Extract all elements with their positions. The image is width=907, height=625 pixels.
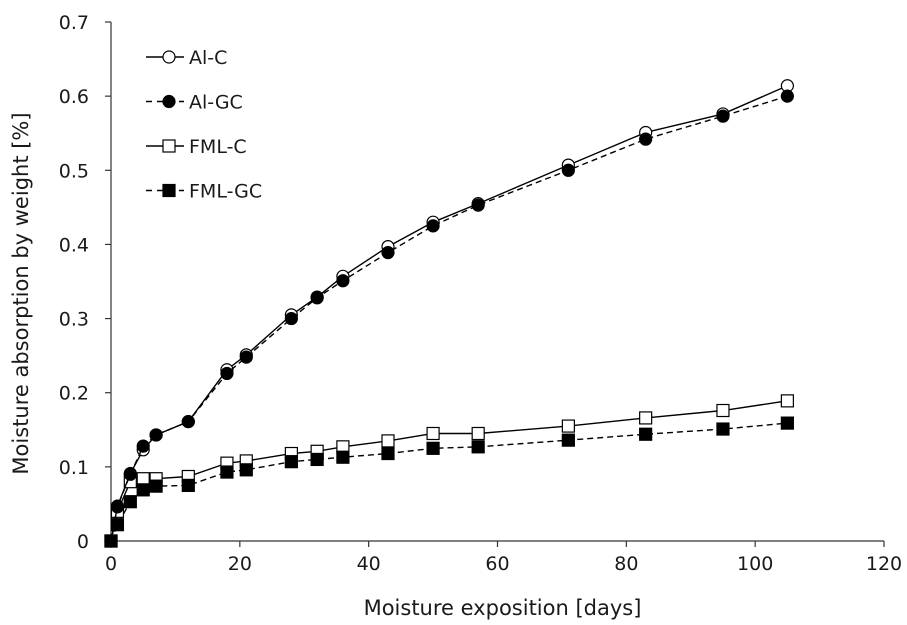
legend-label: FML-C bbox=[189, 136, 247, 158]
y-tick-label: 0.3 bbox=[59, 309, 89, 331]
legend-item-fml-gc: FML-GC bbox=[146, 181, 262, 203]
data-point bbox=[780, 89, 794, 103]
series-line bbox=[110, 422, 788, 542]
data-point bbox=[284, 455, 298, 469]
data-point bbox=[181, 478, 195, 492]
x-tick-label: 80 bbox=[614, 553, 638, 575]
legend-item-al-c: Al-C bbox=[146, 47, 227, 69]
legend-item-al-gc: Al-GC bbox=[146, 92, 243, 114]
data-point bbox=[716, 403, 730, 418]
data-point bbox=[381, 446, 395, 461]
series-fml-c bbox=[104, 394, 794, 548]
legend: Al-C Al-GC FML-C FML-GC bbox=[146, 47, 262, 203]
legend-marker bbox=[162, 139, 176, 153]
x-tick-label: 100 bbox=[737, 553, 773, 575]
data-point bbox=[104, 534, 118, 548]
y-tick-label: 0.5 bbox=[59, 160, 89, 182]
x-tick-label: 20 bbox=[228, 553, 252, 575]
data-point bbox=[426, 441, 440, 455]
data-point bbox=[716, 422, 730, 436]
data-point bbox=[136, 483, 150, 497]
legend-marker bbox=[162, 94, 176, 109]
data-point bbox=[426, 219, 440, 233]
data-point bbox=[336, 274, 350, 288]
data-point bbox=[471, 426, 485, 441]
data-point bbox=[149, 428, 163, 442]
series-fml-gc bbox=[104, 416, 794, 548]
data-point bbox=[310, 452, 324, 467]
y-tick-label: 0.4 bbox=[59, 234, 89, 256]
data-point bbox=[136, 439, 150, 453]
data-point bbox=[123, 467, 137, 481]
data-point bbox=[123, 495, 137, 509]
data-point bbox=[561, 163, 575, 177]
legend-marker bbox=[162, 183, 176, 198]
data-point bbox=[561, 433, 575, 447]
data-point bbox=[220, 366, 234, 381]
data-point bbox=[239, 463, 253, 477]
series-line bbox=[110, 95, 788, 542]
data-point bbox=[639, 411, 653, 425]
data-point bbox=[110, 500, 125, 514]
data-point bbox=[381, 434, 395, 448]
data-point bbox=[284, 311, 298, 326]
data-point bbox=[780, 416, 794, 430]
y-axis-title: Moisture absorption by weight [%] bbox=[9, 112, 33, 474]
legend-label: Al-GC bbox=[189, 92, 243, 114]
data-point bbox=[426, 426, 440, 441]
data-point bbox=[716, 109, 730, 123]
x-tick-label: 60 bbox=[485, 553, 509, 575]
legend-item-fml-c: FML-C bbox=[146, 136, 247, 158]
data-point bbox=[639, 132, 653, 146]
legend-marker bbox=[162, 50, 176, 64]
legend-label: FML-GC bbox=[189, 181, 262, 203]
y-tick-label: 0.7 bbox=[59, 12, 89, 34]
x-tick-label: 120 bbox=[866, 553, 902, 575]
data-point bbox=[239, 350, 253, 364]
y-tick-label: 0.1 bbox=[59, 457, 89, 479]
data-point bbox=[336, 450, 350, 464]
x-tick-label: 0 bbox=[105, 553, 117, 575]
x-ticks: 0 20 40 60 80 100 120 bbox=[105, 541, 902, 575]
data-point bbox=[381, 245, 395, 260]
series-layer bbox=[104, 79, 794, 548]
data-point bbox=[780, 394, 794, 408]
axes: 0 20 40 60 80 100 120 0 0.1 0.2 0.3 0.4 0.5 0.6 0.7 bbox=[59, 12, 902, 575]
data-point bbox=[471, 198, 485, 212]
data-point bbox=[220, 465, 234, 479]
data-point bbox=[561, 419, 575, 433]
y-ticks: 0 0.1 0.2 0.3 0.4 0.5 0.6 0.7 bbox=[59, 12, 111, 553]
data-point bbox=[136, 472, 150, 486]
data-point bbox=[471, 440, 485, 454]
data-point bbox=[149, 479, 163, 493]
data-point bbox=[181, 415, 195, 429]
y-tick-label: 0 bbox=[77, 531, 89, 553]
data-point bbox=[310, 291, 324, 305]
y-tick-label: 0.6 bbox=[59, 86, 89, 108]
series-al-gc bbox=[104, 89, 794, 548]
series-line bbox=[110, 400, 788, 542]
data-point bbox=[639, 427, 653, 441]
legend-label: Al-C bbox=[189, 47, 227, 69]
x-tick-label: 40 bbox=[357, 553, 381, 575]
x-axis-title: Moisture exposition [days] bbox=[364, 596, 642, 620]
y-tick-label: 0.2 bbox=[59, 383, 89, 405]
